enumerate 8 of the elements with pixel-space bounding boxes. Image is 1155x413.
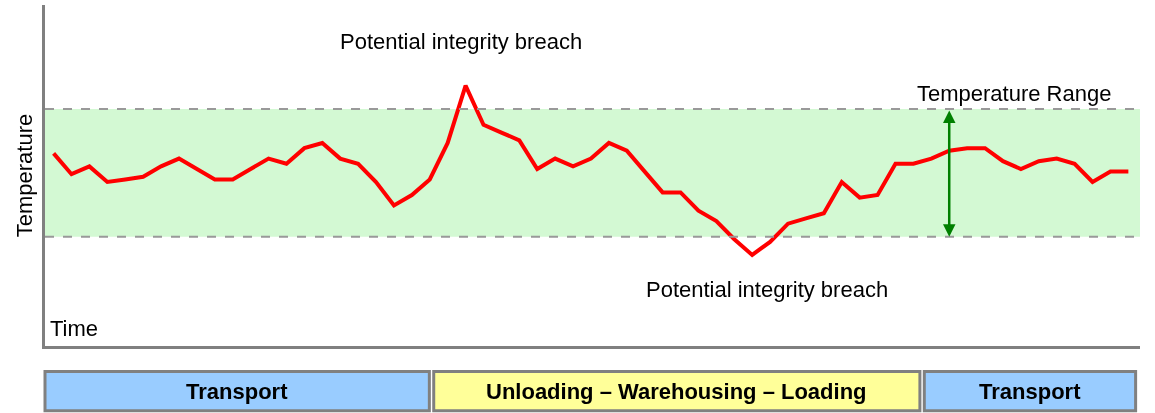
text: Unloading – Warehousing – Loading xyxy=(486,379,867,404)
x-axis-title: Time xyxy=(50,316,99,341)
text: Transport xyxy=(186,379,289,404)
text: Potential integrity breach xyxy=(340,29,583,54)
text: Transport xyxy=(979,379,1082,404)
y-axis-title: Temperature xyxy=(11,113,37,238)
annotation: Potential integrity breach xyxy=(646,277,889,302)
band-label: Temperature Range xyxy=(917,81,1112,106)
